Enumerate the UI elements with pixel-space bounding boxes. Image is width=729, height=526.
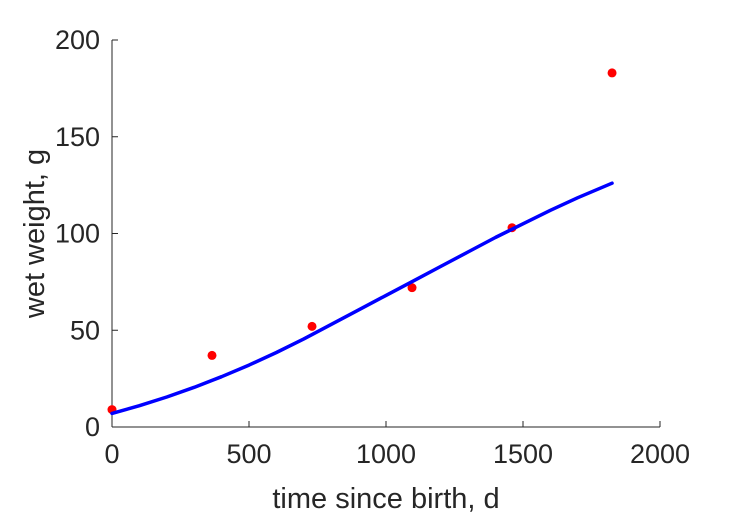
y-tick-label: 100 (55, 219, 100, 249)
y-tick-label: 50 (70, 315, 100, 345)
y-tick-label: 200 (55, 25, 100, 55)
data-point (207, 350, 217, 360)
labels-layer: time since birth, d wet weight, g (19, 149, 500, 515)
data-point (607, 68, 617, 78)
axes-layer: 0 500 1000 1500 2000 0 50 100 150 200 (55, 25, 690, 469)
data-point (307, 321, 317, 331)
model-fit-line (110, 181, 614, 416)
x-tick-label: 1000 (356, 439, 416, 469)
x-tick-label: 2000 (630, 439, 690, 469)
data-point (407, 283, 417, 293)
y-tick-label: 0 (85, 412, 100, 442)
y-tick-label: 150 (55, 122, 100, 152)
x-axis-title: time since birth, d (272, 483, 499, 515)
series-layer (107, 68, 617, 416)
x-tick-label: 500 (226, 439, 271, 469)
x-tick-label: 1500 (493, 439, 553, 469)
y-axis-title: wet weight, g (19, 149, 51, 319)
x-tick-label: 0 (104, 439, 119, 469)
